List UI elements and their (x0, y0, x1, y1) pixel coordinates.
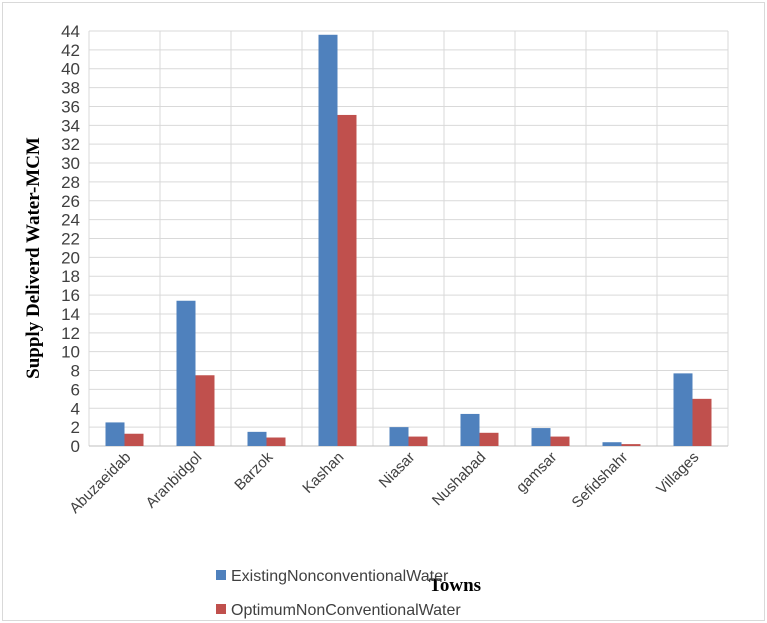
y-tick-labels: 0246810121416182022242628303234363840424… (61, 22, 80, 456)
y-tick-label: 8 (71, 362, 80, 381)
y-tick-label: 16 (61, 286, 80, 305)
y-tick-label: 32 (61, 135, 80, 154)
bar-optimum (195, 375, 215, 446)
bar-optimum (337, 114, 357, 447)
x-tick-label: Aranbidgol (143, 449, 206, 512)
bars-group (105, 34, 712, 447)
bar-existing (531, 428, 551, 446)
bar-optimum (621, 444, 641, 446)
y-tick-label: 0 (71, 437, 80, 456)
bar-existing (673, 373, 693, 446)
y-tick-label: 26 (61, 192, 80, 211)
y-tick-label: 10 (61, 343, 80, 362)
x-axis-label: Towns (429, 575, 481, 596)
y-tick-label: 40 (61, 60, 80, 79)
x-tick-label: Nushabad (429, 449, 489, 509)
y-tick-label: 12 (61, 324, 80, 343)
y-tick-label: 6 (71, 380, 80, 399)
x-tick-label: Villages (653, 449, 702, 498)
legend-label-existing: ExistingNonconventionalWater (231, 568, 449, 585)
y-tick-label: 18 (61, 267, 80, 286)
bar-existing (389, 427, 409, 446)
bar-existing (105, 422, 125, 446)
legend-label-optimum: OptimumNonConventionalWater (231, 602, 461, 619)
y-tick-label: 38 (61, 79, 80, 98)
x-tick-label: gamsar (513, 449, 560, 496)
bar-existing (176, 300, 196, 446)
x-tick-label: Niasar (376, 449, 419, 492)
x-tick-label: Barzok (231, 448, 276, 493)
bar-optimum (408, 436, 428, 446)
y-tick-label: 2 (71, 418, 80, 437)
y-tick-label: 22 (61, 230, 80, 249)
x-tick-label: Kashan (299, 449, 347, 497)
y-axis-label: Supply Deliverd Water-MCM (23, 137, 44, 379)
y-tick-label: 28 (61, 173, 80, 192)
legend-swatch-existing (216, 570, 226, 580)
bar-optimum (550, 436, 570, 446)
x-tick-label: Abuzaeidab (66, 449, 134, 517)
legend: ExistingNonconventionalWater OptimumNonC… (216, 568, 461, 619)
y-tick-label: 4 (71, 399, 80, 418)
y-tick-label: 24 (61, 211, 80, 230)
x-tick-labels: Abuzaeidab Aranbidgol Barzok Kashan Niasar Nu… (66, 448, 702, 516)
y-tick-label: 34 (61, 116, 80, 135)
bar-existing (247, 431, 267, 446)
legend-swatch-optimum (216, 604, 226, 614)
y-tick-label: 20 (61, 248, 80, 267)
y-tick-label: 30 (61, 154, 80, 173)
y-tick-label: 14 (61, 305, 80, 324)
x-tick-label: Sefidshahr (569, 449, 632, 512)
y-tick-label: 44 (61, 22, 80, 41)
bar-existing (460, 413, 480, 446)
bar-optimum (266, 437, 286, 446)
bar-optimum (692, 398, 712, 446)
bar-optimum (124, 433, 144, 446)
bar-existing (318, 34, 338, 446)
bar-existing (602, 442, 622, 446)
bar-optimum (479, 432, 499, 446)
y-tick-label: 42 (61, 41, 80, 60)
y-tick-label: 36 (61, 97, 80, 116)
